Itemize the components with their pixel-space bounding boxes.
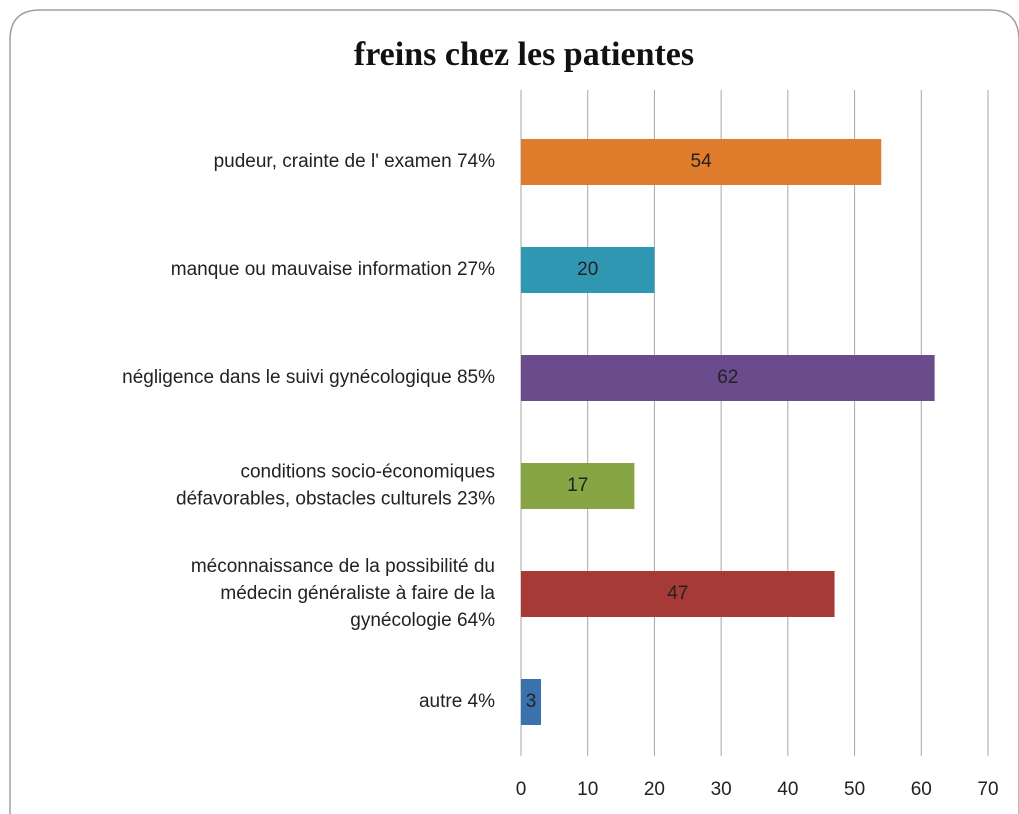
value-label: 54	[691, 151, 713, 172]
y-tick-label: méconnaissance de la possibilité du	[191, 556, 495, 577]
x-tick-label: 60	[911, 779, 932, 800]
y-tick-label: gynécologie 64%	[350, 610, 495, 631]
bar	[521, 463, 635, 509]
bar	[521, 247, 655, 293]
x-tick-label: 40	[777, 779, 798, 800]
x-tick-label: 0	[516, 779, 527, 800]
y-tick-label: autre 4%	[419, 691, 495, 712]
x-tick-label: 30	[711, 779, 732, 800]
value-label: 62	[717, 367, 738, 388]
chart-title: freins chez les patientes	[354, 36, 694, 73]
bar	[521, 571, 835, 617]
bar	[521, 139, 882, 185]
x-tick-label: 10	[577, 779, 598, 800]
value-label: 3	[526, 691, 537, 712]
frame	[9, 9, 1019, 814]
y-tick-label: négligence dans le suivi gynécologique 8…	[122, 367, 495, 388]
value-label: 17	[567, 475, 588, 496]
y-tick-label: pudeur, crainte de l' examen 74%	[214, 151, 496, 172]
bar	[521, 355, 935, 401]
y-tick-label: conditions socio-économiques	[240, 462, 495, 483]
value-label: 47	[667, 583, 688, 604]
bar	[521, 679, 542, 725]
x-tick-label: 20	[644, 779, 665, 800]
value-label: 20	[577, 259, 598, 280]
y-tick-label: manque ou mauvaise information 27%	[171, 259, 495, 280]
x-tick-label: 70	[977, 779, 998, 800]
x-tick-label: 50	[844, 779, 865, 800]
y-tick-label: médecin généraliste à faire de la	[220, 583, 495, 604]
y-tick-label: défavorables, obstacles culturels 23%	[176, 489, 495, 510]
